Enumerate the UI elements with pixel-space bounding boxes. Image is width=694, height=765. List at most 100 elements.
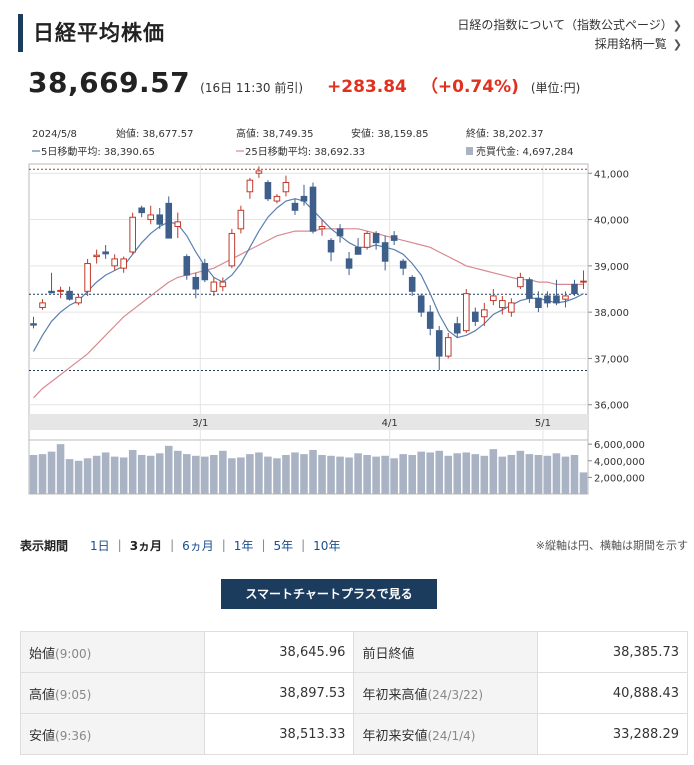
candle-up: [273, 195, 281, 202]
volume-bar: [525, 454, 534, 494]
candle-down: [30, 323, 37, 326]
candle-up: [499, 300, 506, 309]
volume-bar: [291, 452, 299, 494]
volume-bar: [453, 453, 462, 494]
chevron-right-icon: ❯: [672, 38, 682, 51]
period-divider: |: [301, 538, 306, 552]
volume-bar: [309, 449, 317, 494]
header-date: 2024/5/8: [32, 129, 77, 140]
ytd-low-label-text: 年初来安値: [362, 728, 428, 744]
high-label-text: 高値: [29, 687, 56, 703]
open-label-text: 始値: [29, 646, 56, 662]
y-tick-label: 38,000: [594, 308, 629, 319]
prev-close-label-text: 前日終値: [362, 646, 415, 662]
volume-bar: [552, 453, 561, 494]
chart-svg: 2024/5/8 始値: 38,677.57 高値: 38,749.35 安値:…: [28, 127, 645, 495]
volume-bar: [56, 444, 65, 494]
candle-down: [399, 260, 407, 269]
chevron-right-icon: ❯: [672, 19, 682, 32]
period-divider: |: [221, 538, 226, 552]
index-info-link-label: 日経の指数について（指数公式ページ）: [457, 18, 667, 32]
candle-down: [102, 251, 109, 255]
volume-bar: [182, 454, 191, 494]
volume-bar: [462, 452, 471, 494]
header-low: 安値: 38,159.85: [351, 127, 428, 140]
high-time: (9:05): [55, 687, 92, 702]
candle-down: [526, 279, 533, 299]
volume-bar: [390, 458, 398, 494]
constituents-link[interactable]: 採用銘柄一覧 ❯: [457, 35, 682, 54]
volume-bar: [507, 454, 516, 494]
smart-chart-plus-button[interactable]: スマートチャートプラスで見る: [221, 579, 437, 609]
price-chart[interactable]: 2024/5/8 始値: 38,677.57 高値: 38,749.35 安値:…: [0, 118, 694, 508]
open-time: (9:00): [55, 646, 92, 661]
candle-up: [282, 182, 290, 193]
constituents-link-label: 採用銘柄一覧: [594, 37, 667, 51]
candle-up: [228, 232, 236, 267]
volume-bar: [29, 454, 38, 494]
candle-up: [237, 209, 245, 230]
ma25-path: [33, 228, 584, 399]
candle-up: [120, 258, 127, 269]
candle-down: [535, 297, 542, 309]
candle-down: [417, 295, 425, 313]
period-10y[interactable]: 10年: [313, 538, 341, 553]
volume-bar: [137, 454, 146, 494]
volume-bar: [561, 456, 570, 494]
ytd-high-date: (24/3/22): [427, 687, 484, 702]
candle-down: [553, 295, 560, 304]
volume-bars: [29, 444, 588, 494]
volume-bar: [300, 454, 308, 494]
y-tick-label: 37,000: [594, 354, 629, 365]
volume-bar: [489, 449, 498, 494]
candle-down: [372, 232, 380, 244]
candle-up: [57, 289, 64, 292]
candle-up: [444, 337, 452, 357]
volume-bar: [38, 454, 47, 494]
quote-row: 38,669.57 (16日 11:30 前引) +283.84 （+0.74%…: [28, 66, 580, 102]
volume-bar: [128, 449, 137, 494]
period-6m[interactable]: 6ヵ月: [182, 538, 214, 553]
candle-down: [291, 202, 299, 211]
volume-bar: [210, 454, 218, 494]
candle-up: [318, 226, 326, 230]
header-close: 終値: 38,202.37: [466, 127, 543, 140]
header-ma25: 25日移動平均: 38,692.33: [245, 145, 365, 158]
candle-up: [84, 263, 91, 292]
table-row: 安値(9:36) 38,513.33 年初来安値(24/1/4) 33,288.…: [20, 713, 688, 755]
volume-legend-swatch: [466, 147, 473, 155]
date-band: [29, 414, 588, 430]
volume-bar: [83, 458, 92, 494]
candle-up: [255, 170, 263, 174]
period-divider: |: [261, 538, 266, 552]
candle-down: [426, 311, 434, 329]
candle-up: [147, 214, 155, 221]
period-5y[interactable]: 5年: [273, 538, 294, 553]
open-label: 始値(9:00): [20, 631, 205, 673]
period-divider: |: [117, 538, 122, 552]
candle-up: [210, 281, 218, 292]
table-row: 高値(9:05) 38,897.53 年初来高値(24/3/22) 40,888…: [20, 672, 688, 714]
y-tick-label: 41,000: [594, 169, 629, 180]
candle-up: [517, 276, 524, 288]
candle-down: [327, 239, 335, 253]
volume-bar: [237, 457, 245, 494]
volume-bar: [480, 455, 489, 494]
index-info-link[interactable]: 日経の指数について（指数公式ページ） ❯: [457, 16, 682, 35]
period-1d[interactable]: 1日: [90, 538, 110, 553]
low-value: 38,513.33: [203, 713, 355, 755]
prev-close-value: 38,385.73: [537, 631, 688, 673]
volume-bar: [47, 451, 56, 494]
candle-up: [508, 302, 515, 313]
volume-bar: [219, 450, 227, 494]
header-volume: 売買代金: 4,697,284: [476, 145, 573, 158]
volume-bar: [74, 460, 83, 494]
period-1y[interactable]: 1年: [233, 538, 254, 553]
volume-bar: [471, 454, 480, 494]
period-3m[interactable]: 3ヵ月: [129, 538, 163, 553]
volume-bar: [101, 452, 110, 494]
x-axis: 3/1 4/1 5/1: [192, 418, 551, 429]
y-tick-label: 39,000: [594, 262, 629, 273]
volume-bar: [273, 458, 281, 494]
ytd-high-label-text: 年初来高値: [362, 687, 428, 703]
